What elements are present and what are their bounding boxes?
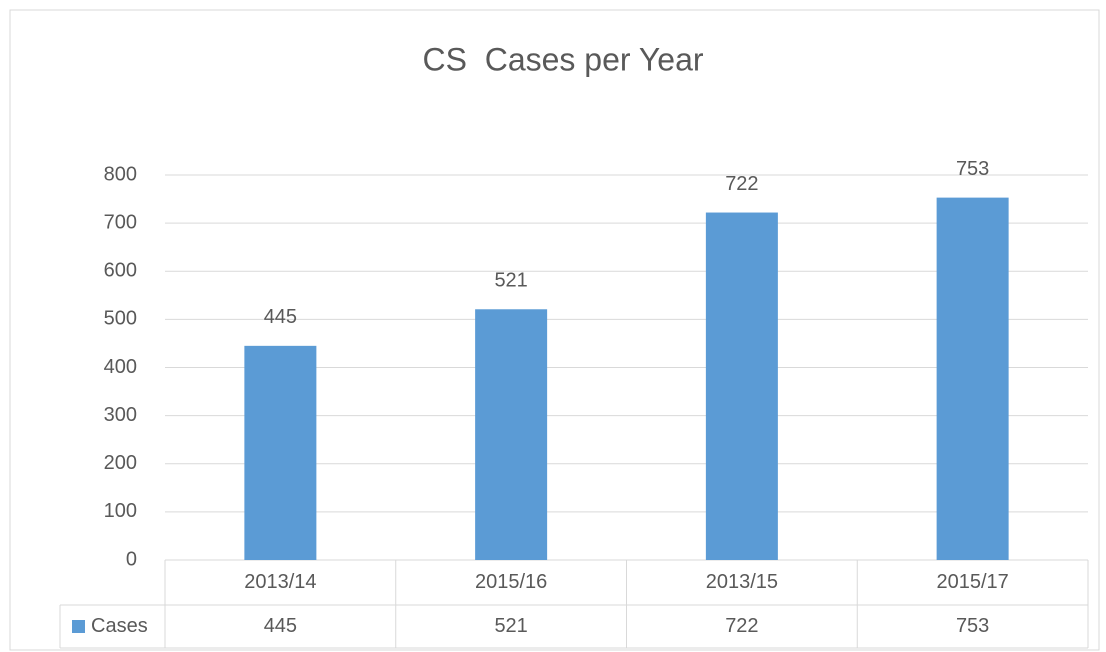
y-tick-label: 100 bbox=[104, 500, 137, 522]
bar bbox=[705, 212, 778, 560]
y-tick-label: 800 bbox=[104, 163, 137, 185]
legend-swatch bbox=[72, 620, 85, 633]
chart-title: CS Cases per Year bbox=[422, 41, 703, 77]
bar bbox=[244, 345, 317, 560]
chart-border bbox=[9, 9, 1100, 651]
x-tick-label: 2013/15 bbox=[706, 571, 778, 593]
y-tick-label: 200 bbox=[104, 452, 137, 474]
y-tick-label: 0 bbox=[126, 548, 137, 570]
data-label: 445 bbox=[264, 306, 297, 328]
y-tick-label: 300 bbox=[104, 404, 137, 426]
table-value: 753 bbox=[956, 615, 989, 637]
y-tick-label: 600 bbox=[104, 260, 137, 282]
x-tick-label: 2015/17 bbox=[936, 571, 1008, 593]
data-label: 722 bbox=[725, 173, 758, 195]
table-value: 722 bbox=[725, 615, 758, 637]
data-label: 521 bbox=[494, 270, 527, 292]
bar bbox=[936, 197, 1009, 560]
bar bbox=[475, 309, 548, 560]
table-value: 521 bbox=[494, 615, 527, 637]
table-value: 445 bbox=[264, 615, 297, 637]
x-tick-label: 2013/14 bbox=[244, 571, 316, 593]
y-tick-label: 400 bbox=[104, 356, 137, 378]
data-label: 753 bbox=[956, 158, 989, 180]
x-tick-label: 2015/16 bbox=[475, 571, 547, 593]
legend-label: Cases bbox=[91, 615, 148, 637]
y-tick-label: 500 bbox=[104, 308, 137, 330]
y-tick-label: 700 bbox=[104, 211, 137, 233]
